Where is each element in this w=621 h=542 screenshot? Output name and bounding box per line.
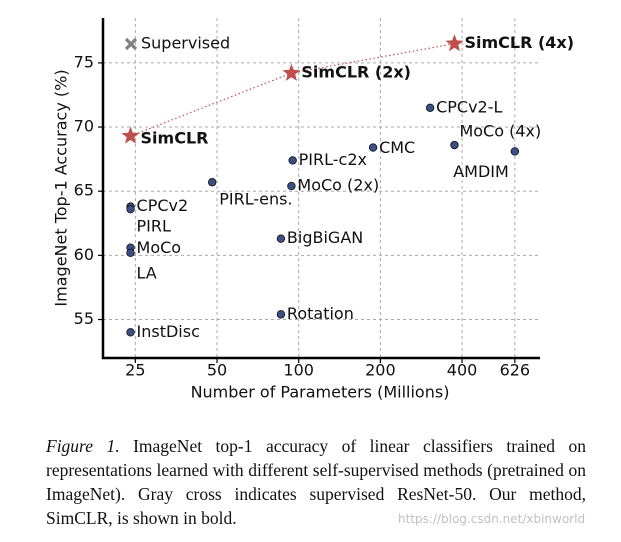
point-label: CPCv2-L bbox=[436, 97, 502, 116]
y-tick-label: 65 bbox=[74, 181, 94, 200]
point-label: AMDIM bbox=[453, 162, 509, 181]
point bbox=[126, 328, 135, 337]
caption-label: Figure 1. bbox=[46, 436, 120, 456]
point bbox=[425, 103, 435, 113]
point-label: MoCo bbox=[137, 238, 182, 257]
x-axis-label: Number of Parameters (Millions) bbox=[191, 383, 450, 402]
legend-label: Supervised bbox=[141, 34, 230, 53]
point-label: PIRL-ens. bbox=[219, 190, 292, 209]
point bbox=[445, 34, 464, 52]
y-tick-label: 75 bbox=[74, 52, 94, 71]
x-tick-label: 25 bbox=[125, 361, 145, 380]
trend-line bbox=[130, 43, 455, 137]
point-label: MoCo (4x) bbox=[459, 122, 541, 141]
point-label: LA bbox=[137, 263, 157, 282]
point-label: MoCo (2x) bbox=[297, 176, 379, 195]
point bbox=[368, 143, 378, 152]
point-label: SimCLR (2x) bbox=[301, 63, 411, 82]
point-label: CPCv2 bbox=[137, 196, 189, 215]
point bbox=[450, 140, 459, 150]
point bbox=[510, 147, 520, 156]
caption-text: ImageNet top-1 accuracy of linear classi… bbox=[46, 436, 587, 528]
point bbox=[282, 63, 301, 81]
y-axis-label: ImageNet Top-1 Accuracy (%) bbox=[52, 69, 71, 306]
point-label: SimCLR (4x) bbox=[464, 33, 574, 52]
point-label: Rotation bbox=[287, 304, 354, 323]
y-tick-label: 55 bbox=[74, 309, 94, 328]
point bbox=[287, 181, 296, 191]
y-tick-label: 70 bbox=[74, 117, 94, 136]
y-tick-label: 60 bbox=[74, 245, 94, 264]
point-label: InstDisc bbox=[137, 322, 200, 341]
x-tick-label: 100 bbox=[283, 361, 314, 380]
point bbox=[276, 310, 286, 319]
chart: Number of Parameters (Millions) ImageNet… bbox=[52, 18, 574, 402]
x-tick-label: 50 bbox=[207, 361, 227, 380]
watermark: https://blog.csdn.net/xbinworld bbox=[398, 512, 586, 526]
point-label: SimCLR bbox=[141, 129, 209, 148]
point-label: BigBiGAN bbox=[287, 228, 363, 247]
point bbox=[276, 234, 286, 243]
point-label: PIRL-c2x bbox=[299, 150, 367, 169]
point bbox=[126, 204, 135, 214]
point bbox=[126, 248, 135, 257]
point bbox=[288, 156, 297, 165]
x-tick-label: 626 bbox=[500, 361, 531, 380]
caption: Figure 1. ImageNet top-1 accuracy of lin… bbox=[46, 434, 586, 530]
point bbox=[208, 178, 217, 187]
x-tick-label: 200 bbox=[365, 361, 396, 380]
point-label: CMC bbox=[379, 138, 415, 157]
x-tick-label: 400 bbox=[447, 361, 478, 380]
point bbox=[121, 126, 140, 144]
legend-marker bbox=[124, 37, 138, 51]
point-label: PIRL bbox=[137, 217, 171, 236]
